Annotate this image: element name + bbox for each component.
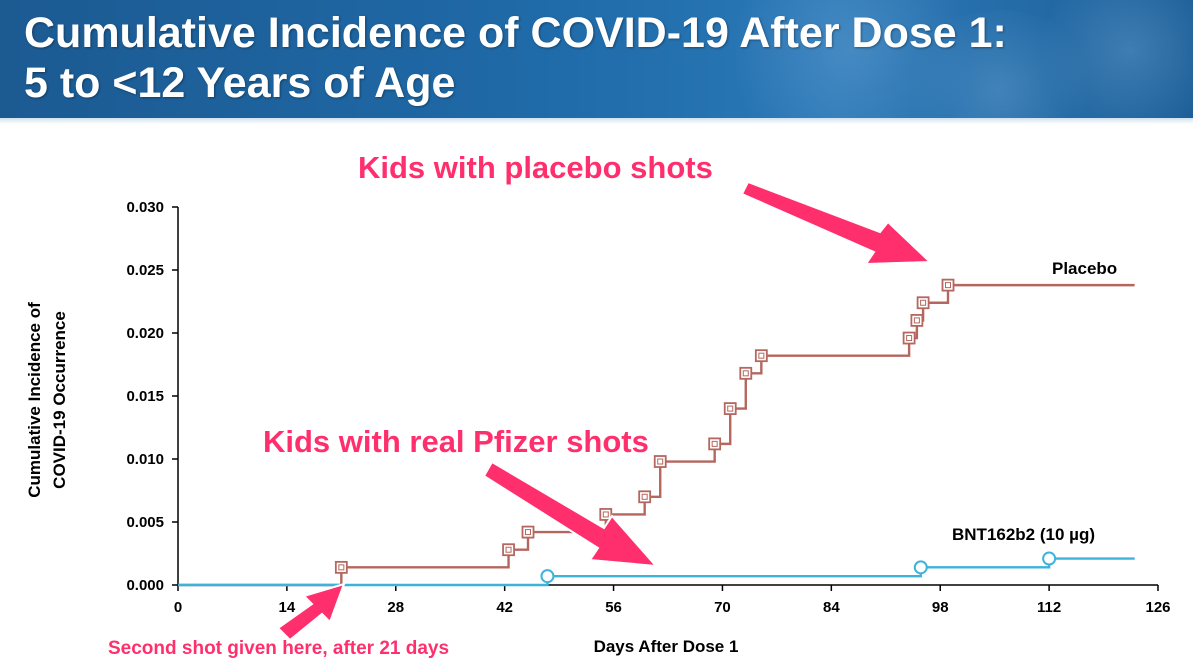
annotation-second-shot: Second shot given here, after 21 days bbox=[107, 582, 451, 661]
event-marker-placebo bbox=[723, 402, 737, 416]
x-tick-label: 14 bbox=[279, 599, 296, 616]
event-marker-placebo bbox=[902, 331, 916, 345]
series-label-bnt162b2: BNT162b2 (10 µg) bbox=[952, 525, 1095, 544]
event-marker-inner-placebo bbox=[727, 405, 734, 412]
x-tick-label: 70 bbox=[714, 599, 731, 616]
y-axis-title-line2: COVID-19 Occurrence bbox=[50, 311, 69, 489]
event-marker-bnt162b2 bbox=[540, 569, 555, 584]
event-marker-placebo bbox=[739, 366, 753, 380]
y-tick-label: 0.030 bbox=[126, 199, 164, 216]
event-marker-bnt162b2 bbox=[1042, 551, 1057, 566]
annotation-pfizer-text: Kids with real Pfizer shots bbox=[263, 424, 649, 459]
event-marker-bnt162b2 bbox=[913, 560, 928, 575]
slide-title-line2: 5 to <12 Years of Age bbox=[24, 59, 456, 107]
event-marker-inner-placebo bbox=[945, 282, 951, 289]
y-tick-label: 0.000 bbox=[126, 577, 164, 594]
event-marker-placebo bbox=[599, 508, 613, 521]
event-marker-inner-placebo bbox=[525, 529, 531, 536]
event-marker-inner-placebo bbox=[906, 335, 913, 342]
event-marker-placebo bbox=[910, 313, 924, 327]
event-marker-placebo bbox=[521, 525, 535, 539]
annotation-placebo-arrow bbox=[740, 180, 933, 266]
event-marker-inner-placebo bbox=[742, 370, 749, 377]
chart-series bbox=[178, 278, 1135, 587]
event-marker-placebo bbox=[334, 560, 348, 574]
y-axis-title: Cumulative Incidence of COVID-19 Occurre… bbox=[25, 302, 69, 498]
slide-title-line1: Cumulative Incidence of COVID-19 After D… bbox=[24, 9, 1007, 57]
x-tick-label: 84 bbox=[823, 599, 840, 616]
x-tick-label: 56 bbox=[605, 599, 622, 616]
header-divider bbox=[0, 118, 1193, 124]
y-tick-label: 0.025 bbox=[126, 262, 164, 279]
x-tick-label: 126 bbox=[1145, 599, 1170, 616]
event-marker-inner-placebo bbox=[641, 493, 648, 500]
event-marker-inner-placebo bbox=[913, 317, 920, 324]
event-marker-placebo bbox=[653, 455, 667, 468]
annotation-second-shot-arrow bbox=[276, 582, 346, 642]
event-marker-inner-placebo bbox=[338, 564, 345, 571]
annotation-placebo: Kids with placebo shots bbox=[357, 149, 933, 266]
event-marker-inner-placebo bbox=[657, 458, 664, 465]
x-tick-label: 0 bbox=[174, 599, 182, 616]
event-marker-inner-placebo bbox=[758, 352, 765, 359]
x-axis-title: Days After Dose 1 bbox=[594, 637, 739, 656]
event-marker-placebo bbox=[916, 296, 930, 310]
y-tick-label: 0.015 bbox=[126, 388, 164, 405]
x-tick-label: 28 bbox=[387, 599, 404, 616]
event-marker-placebo bbox=[941, 278, 955, 292]
slide-title: Cumulative Incidence of COVID-19 After D… bbox=[24, 8, 1007, 108]
event-marker-placebo bbox=[502, 543, 515, 557]
x-tick-label: 98 bbox=[932, 599, 949, 616]
y-tick-label: 0.020 bbox=[126, 325, 164, 342]
x-tick-label: 42 bbox=[496, 599, 513, 616]
event-marker-inner-placebo bbox=[602, 511, 609, 518]
annotation-second-shot-text: Second shot given here, after 21 days bbox=[108, 638, 449, 659]
chart-axes: 0 14 28 42 56 70 84 98 112 126 0.000 0.005 0.010 0.01… bbox=[126, 199, 1170, 616]
series-line-bnt162b2 bbox=[178, 557, 1135, 587]
y-tick-label: 0.005 bbox=[126, 514, 164, 531]
event-marker-inner-placebo bbox=[920, 299, 927, 306]
y-axis-title-line1: Cumulative Incidence of bbox=[25, 302, 44, 498]
y-tick-label: 0.010 bbox=[126, 451, 164, 468]
annotation-pfizer: Kids with real Pfizer shots bbox=[262, 423, 659, 568]
event-marker-placebo bbox=[638, 490, 652, 504]
event-marker-placebo bbox=[708, 437, 722, 451]
event-marker-inner-placebo bbox=[505, 546, 512, 553]
slide-header: Cumulative Incidence of COVID-19 After D… bbox=[0, 0, 1193, 118]
annotation-pfizer-arrow bbox=[482, 460, 659, 568]
series-label-placebo: Placebo bbox=[1052, 259, 1117, 278]
annotation-placebo-text: Kids with placebo shots bbox=[358, 150, 713, 185]
event-marker-inner-placebo bbox=[711, 440, 718, 447]
x-tick-label: 112 bbox=[1037, 599, 1061, 616]
event-marker-placebo bbox=[754, 349, 768, 363]
